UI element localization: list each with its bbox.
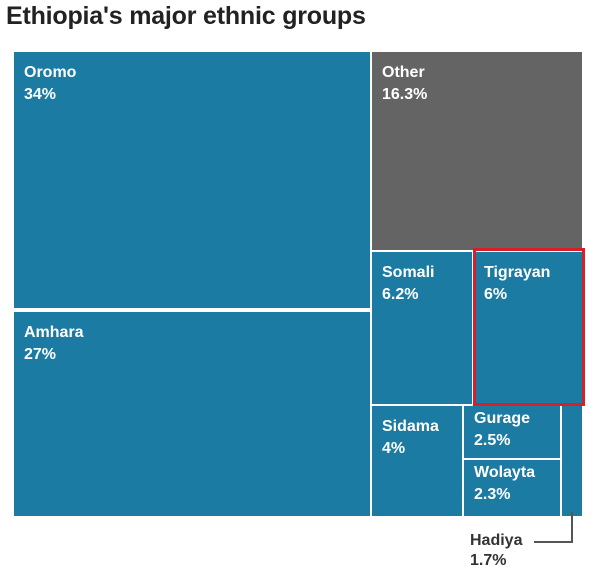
tile-other: Other 16.3% [370, 50, 584, 252]
callout-label-hadiya: Hadiya [470, 532, 523, 549]
tile-label-tigrayan: Tigrayan [484, 264, 551, 281]
tile-gurage: Gurage 2.5% [462, 404, 562, 460]
tile-label-sidama: Sidama [382, 418, 439, 435]
tile-label-gurage: Gurage [474, 410, 531, 427]
tile-somali: Somali 6.2% [370, 250, 474, 406]
tile-wolayta: Wolayta 2.3% [462, 458, 562, 518]
tile-label-amhara: Amhara [24, 324, 84, 341]
chart-title: Ethiopia's major ethnic groups [6, 2, 366, 30]
tile-label-wolayta: Wolayta [474, 464, 536, 481]
tile-tigrayan: Tigrayan 6% [472, 250, 584, 406]
tile-label-other: Other [382, 64, 425, 81]
tile-value-gurage: 2.5% [474, 432, 511, 449]
callout-line-horizontal [534, 541, 573, 543]
tile-value-amhara: 27% [24, 346, 57, 363]
tile-value-wolayta: 2.3% [474, 486, 511, 503]
callout-value-hadiya: 1.7% [470, 552, 507, 569]
tile-amhara: Amhara 27% [12, 310, 372, 518]
highlight-box [473, 248, 585, 406]
tile-label-somali: Somali [382, 264, 435, 281]
tile-value-oromo: 34% [24, 86, 57, 103]
tile-label-oromo: Oromo [24, 64, 77, 81]
tile-value-sidama: 4% [382, 440, 406, 457]
tile-sidama: Sidama 4% [370, 404, 464, 518]
tile-hadiya [560, 404, 584, 518]
tile-value-somali: 6.2% [382, 286, 419, 303]
tile-value-other: 16.3% [382, 86, 428, 103]
tile-oromo: Oromo 34% [12, 50, 372, 310]
callout-line-vertical [571, 512, 573, 542]
tile-value-tigrayan: 6% [484, 286, 508, 303]
